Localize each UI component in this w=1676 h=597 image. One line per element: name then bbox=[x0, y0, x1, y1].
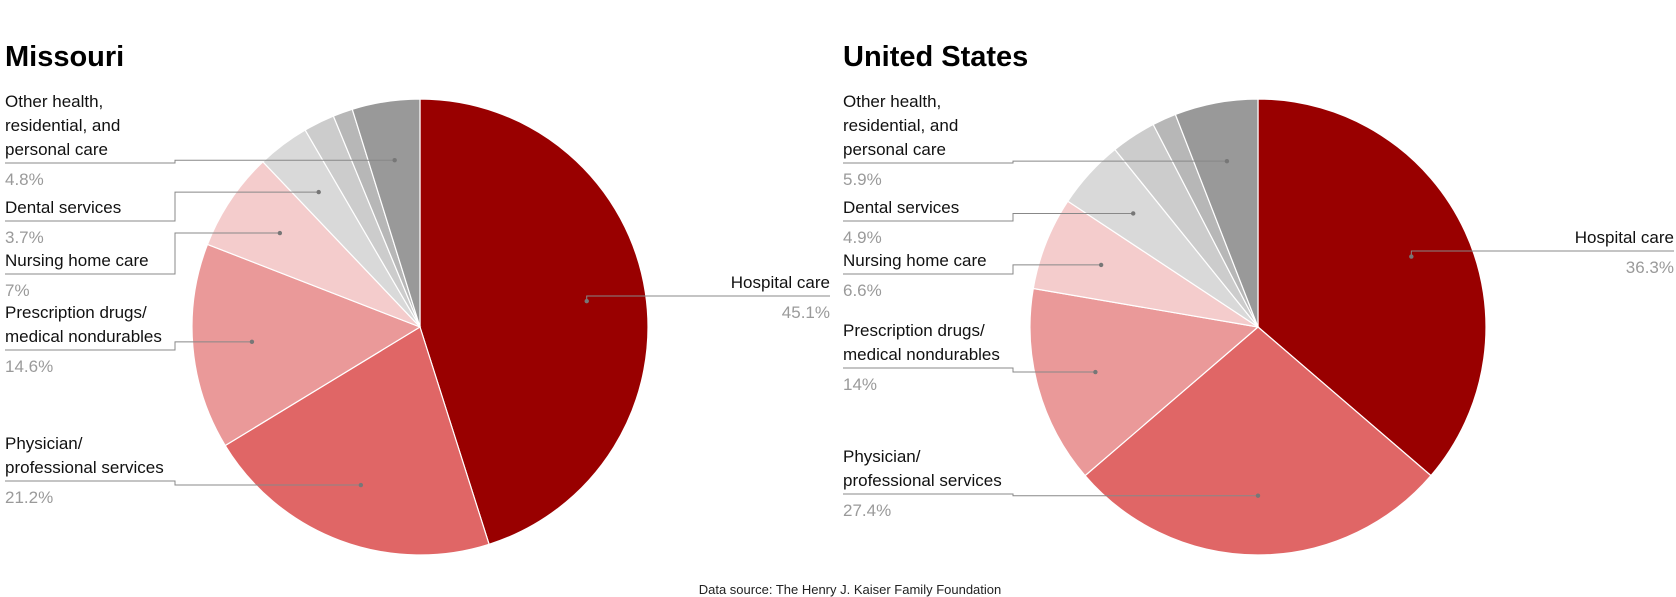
missouri-label-prescription-drugs-medical-nondurables: medical nondurables bbox=[5, 327, 162, 346]
missouri-leader-dot-prescription-drugs-medical-nondurables bbox=[249, 339, 255, 345]
united-states-leader-prescription-drugs-medical-nondurables bbox=[843, 367, 1096, 373]
missouri-label-hospital-care: Hospital care bbox=[731, 273, 830, 292]
united-states-pct-nursing-home-care: 6.6% bbox=[843, 281, 882, 300]
missouri-label-nursing-home-care: Nursing home care bbox=[5, 251, 149, 270]
missouri-pct-hospital-care: 45.1% bbox=[782, 303, 830, 322]
missouri-pct-nursing-home-care: 7% bbox=[5, 281, 30, 300]
united-states-leader-dot-other-health-residential-and-personal-care bbox=[1224, 158, 1230, 164]
missouri-pie-group: Missouri Hospital care 45.1% Physician/prof… bbox=[5, 41, 830, 556]
united-states-label-other-health-residential-and-personal-care: Other health, bbox=[843, 92, 941, 111]
united-states-label-prescription-drugs-medical-nondurables: medical nondurables bbox=[843, 345, 1000, 364]
united-states-pct-prescription-drugs-medical-nondurables: 14% bbox=[843, 375, 877, 394]
missouri-leader-nursing-home-care bbox=[5, 232, 280, 275]
missouri-label-physician-professional-services: professional services bbox=[5, 458, 164, 477]
missouri-leader-physician-professional-services bbox=[5, 480, 361, 486]
missouri-leader-dot-dental-services bbox=[316, 189, 321, 195]
missouri-chart-title: Missouri bbox=[5, 41, 124, 73]
united-states-label-hospital-care: Hospital care bbox=[1575, 228, 1674, 247]
united-states-leader-dot-prescription-drugs-medical-nondurables bbox=[1093, 369, 1098, 375]
united-states-leader-dot-nursing-home-care bbox=[1098, 262, 1104, 268]
missouri-pct-dental-services: 3.7% bbox=[5, 228, 44, 247]
data-source-note: Data source: The Henry J. Kaiser Family … bbox=[699, 582, 1002, 597]
missouri-slice-hospital-care bbox=[419, 98, 649, 546]
united-states-slice-physician-professional-services bbox=[1084, 326, 1432, 556]
missouri-pct-other-health-residential-and-personal-care: 4.8% bbox=[5, 170, 44, 189]
united-states-label-physician-professional-services: professional services bbox=[843, 471, 1002, 490]
united-states-leader-other-health-residential-and-personal-care bbox=[843, 160, 1227, 164]
missouri-leader-dot-physician-professional-services bbox=[358, 482, 364, 488]
united-states-leader-dot-physician-professional-services bbox=[1255, 493, 1261, 498]
missouri-leader-dot-hospital-care bbox=[584, 298, 589, 304]
united-states-label-dental-services: Dental services bbox=[843, 198, 959, 217]
missouri-label-other-health-residential-and-personal-care: residential, and bbox=[5, 116, 120, 135]
missouri-pct-prescription-drugs-medical-nondurables: 14.6% bbox=[5, 357, 53, 376]
missouri-leader-dental-services bbox=[5, 191, 319, 222]
united-states-label-other-health-residential-and-personal-care: residential, and bbox=[843, 116, 958, 135]
united-states-pct-dental-services: 4.9% bbox=[843, 228, 882, 247]
missouri-leader-dot-nursing-home-care bbox=[277, 230, 283, 236]
united-states-pct-hospital-care: 36.3% bbox=[1626, 258, 1674, 277]
missouri-label-prescription-drugs-medical-nondurables: Prescription drugs/ bbox=[5, 303, 147, 322]
united-states-leader-physician-professional-services bbox=[843, 493, 1258, 497]
missouri-leader-other-health-residential-and-personal-care bbox=[5, 159, 395, 164]
missouri-label-other-health-residential-and-personal-care: Other health, bbox=[5, 92, 103, 111]
united-states-slice-other-health-residential-and-personal-care bbox=[1174, 98, 1259, 328]
missouri-leader-dot-other-health-residential-and-personal-care bbox=[392, 157, 397, 163]
united-states-leader-dental-services bbox=[843, 212, 1134, 222]
united-states-label-prescription-drugs-medical-nondurables: Prescription drugs/ bbox=[843, 321, 985, 340]
missouri-label-dental-services: Dental services bbox=[5, 198, 121, 217]
united-states-leader-dot-hospital-care bbox=[1409, 254, 1414, 259]
united-states-label-nursing-home-care: Nursing home care bbox=[843, 251, 987, 270]
missouri-label-physician-professional-services: Physician/ bbox=[5, 434, 83, 453]
missouri-label-other-health-residential-and-personal-care: personal care bbox=[5, 140, 108, 159]
united-states-chart-title: United States bbox=[843, 41, 1028, 73]
united-states-leader-dot-dental-services bbox=[1131, 211, 1136, 216]
united-states-leader-nursing-home-care bbox=[843, 264, 1102, 275]
united-states-slice-hospital-care bbox=[1257, 98, 1487, 477]
united-states-pie-group: United States Hospital care 36.3% Physician… bbox=[843, 41, 1674, 556]
united-states-pct-physician-professional-services: 27.4% bbox=[843, 501, 891, 520]
missouri-pct-physician-professional-services: 21.2% bbox=[5, 488, 53, 507]
missouri-slice-other-health-residential-and-personal-care bbox=[351, 98, 421, 328]
united-states-pct-other-health-residential-and-personal-care: 5.9% bbox=[843, 170, 882, 189]
united-states-label-physician-professional-services: Physician/ bbox=[843, 447, 921, 466]
missouri-slice-physician-professional-services bbox=[224, 326, 490, 556]
missouri-leader-prescription-drugs-medical-nondurables bbox=[5, 341, 252, 351]
united-states-label-other-health-residential-and-personal-care: personal care bbox=[843, 140, 946, 159]
missouri-slice-prescription-drugs-medical-nondurables bbox=[191, 243, 422, 447]
united-states-slice-prescription-drugs-medical-nondurables bbox=[1029, 287, 1260, 477]
